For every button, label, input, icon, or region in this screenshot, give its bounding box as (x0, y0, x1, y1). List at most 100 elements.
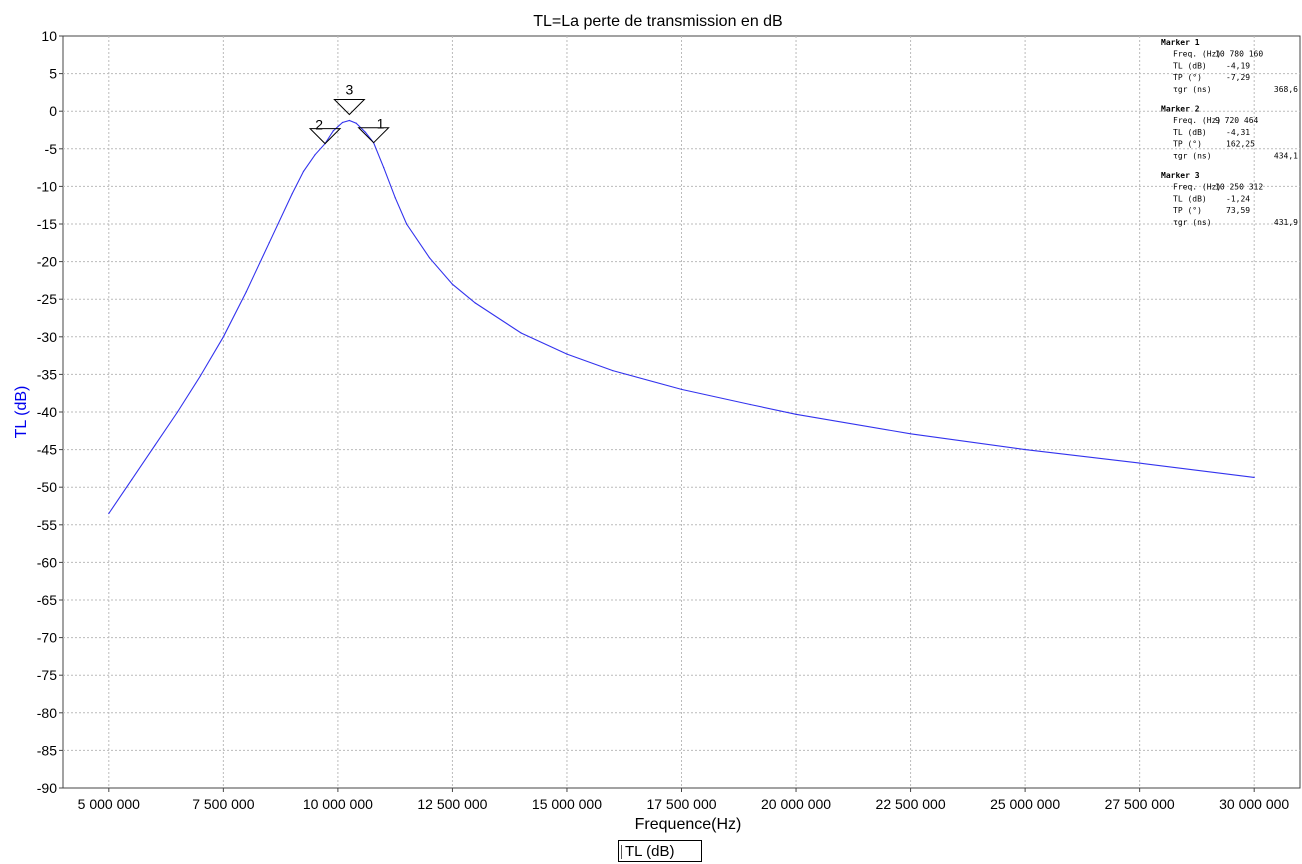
marker-info-name: TL (dB) (1173, 61, 1207, 70)
y-tick-label: 10 (41, 28, 57, 44)
series-point (566, 353, 568, 355)
series-point (131, 479, 133, 481)
x-tick-label: 17 500 000 (646, 796, 716, 812)
series-point (314, 154, 316, 156)
series-point (394, 197, 396, 199)
x-tick-label: 25 000 000 (990, 796, 1060, 812)
x-tick-label: 15 000 000 (532, 796, 602, 812)
y-tick-label: -25 (37, 291, 57, 307)
x-tick-label: 10 000 000 (303, 796, 373, 812)
marker-info-name: τgr (ns) (1173, 85, 1212, 94)
y-tick-label: 0 (49, 103, 57, 119)
series-point (268, 242, 270, 244)
y-tick-label: -90 (37, 780, 57, 796)
marker-info-value: 9 720 464 (1215, 116, 1259, 125)
y-tick-label: -35 (37, 366, 57, 382)
series-point (332, 130, 334, 132)
series-point (355, 122, 357, 124)
x-tick-label: 20 000 000 (761, 796, 831, 812)
series-point (680, 388, 683, 390)
series-point (451, 283, 453, 285)
y-tick-label: -15 (37, 216, 57, 232)
series-point (1024, 449, 1026, 451)
series-point (520, 332, 522, 334)
y-tick-label: -40 (37, 404, 57, 420)
marker-info-value: 434,1 (1274, 151, 1298, 160)
marker-info-value: 162,25 (1226, 140, 1255, 149)
marker-info-name: TP (°) (1173, 206, 1202, 215)
series-point (406, 223, 408, 225)
legend: TL (dB) (618, 840, 702, 862)
chart-title: TL=La perte de transmission en dB (533, 13, 782, 30)
marker-1-triangle (357, 127, 390, 144)
series-point (245, 291, 247, 293)
series-point (108, 512, 110, 515)
marker-info-value: -4,31 (1226, 128, 1250, 137)
y-tick-label: -65 (37, 592, 57, 608)
y-tick-label: -55 (37, 517, 57, 533)
marker-info-value: 368,6 (1274, 85, 1298, 94)
series-point (199, 375, 201, 377)
y-tick-label: -30 (37, 329, 57, 345)
marker-info-heading: Marker 1 (1161, 38, 1200, 47)
series-point (910, 433, 912, 435)
marker-info-name: Freq. (Hz) (1173, 50, 1221, 59)
y-tick-label: -10 (37, 178, 57, 194)
y-tick-label: -85 (37, 742, 57, 758)
grid (63, 36, 1300, 788)
marker-2-label: 2 (315, 117, 323, 133)
series-point (1139, 462, 1141, 464)
marker-info-value: 10 780 160 (1215, 50, 1263, 59)
marker-1-label: 1 (377, 116, 385, 132)
series-point (154, 445, 156, 447)
series-point (383, 167, 385, 169)
y-tick-label: -70 (37, 630, 57, 646)
legend-swatch (621, 845, 622, 860)
x-tick-label: 7 500 000 (192, 796, 254, 812)
series-point (428, 257, 431, 259)
marker-info-name: τgr (ns) (1173, 151, 1212, 160)
x-tick-label: 5 000 000 (78, 796, 140, 812)
y-tick-label: -80 (37, 705, 57, 721)
x-tick-label: 12 500 000 (417, 796, 487, 812)
y-tick-label: -20 (37, 254, 57, 270)
series-line-tl (108, 119, 1255, 514)
marker-info-value: -4,19 (1226, 61, 1250, 70)
marker-info-heading: Marker 3 (1161, 171, 1200, 180)
series-point (222, 336, 224, 338)
series-point (612, 370, 614, 372)
x-tick-label: 30 000 000 (1219, 796, 1289, 812)
marker-info-name: TP (°) (1173, 140, 1202, 149)
marker-info-value: -1,24 (1226, 194, 1250, 203)
y-tick-label: -45 (37, 442, 57, 458)
series-point (176, 411, 179, 413)
series-point (1253, 476, 1255, 478)
x-tick-label: 22 500 000 (876, 796, 946, 812)
series-point (341, 121, 344, 124)
y-tick-label: 5 (49, 66, 57, 82)
legend-label: TL (dB) (625, 843, 675, 860)
marker-info-value: 10 250 312 (1215, 183, 1263, 192)
marker-info-value: -7,29 (1226, 73, 1250, 82)
y-tick-label: -60 (37, 554, 57, 570)
x-axis-label: Frequence(Hz) (635, 816, 742, 833)
series-point (364, 131, 366, 133)
series-point (795, 413, 797, 415)
marker-info-name: Freq. (Hz) (1173, 116, 1221, 125)
series-point (348, 119, 350, 122)
marker-info-name: Freq. (Hz) (1173, 183, 1221, 192)
y-tick-label: -75 (37, 667, 57, 683)
marker-info-name: TP (°) (1173, 73, 1202, 82)
marker-2-triangle (308, 128, 342, 145)
marker-info-value: 431,9 (1274, 218, 1298, 227)
marker-layer: 1 2 3 (308, 82, 390, 145)
marker-info-name: TL (dB) (1173, 128, 1207, 137)
y-tick-label: -50 (37, 479, 57, 495)
marker-info-name: τgr (ns) (1173, 218, 1212, 227)
marker-3-triangle (333, 99, 366, 116)
marker-info-name: TL (dB) (1173, 194, 1207, 203)
marker-info-heading: Marker 2 (1161, 105, 1200, 114)
y-tick-label: -5 (45, 141, 58, 157)
